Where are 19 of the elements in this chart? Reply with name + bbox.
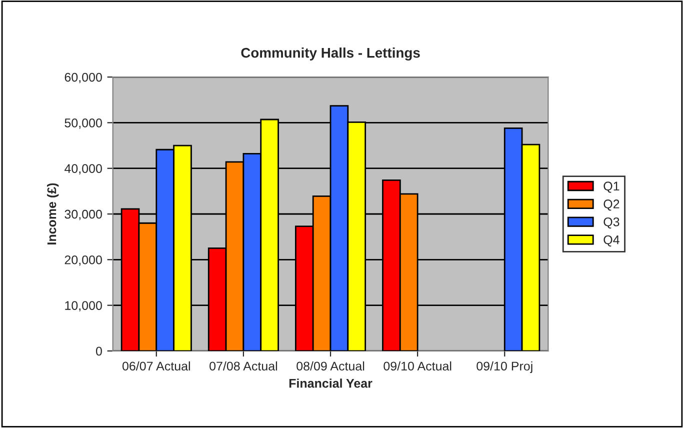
legend-label: Q4: [604, 235, 620, 246]
y-axis-title: Income (£): [47, 183, 59, 244]
x-axis-title: Financial Year: [289, 378, 372, 388]
x-tick-label: 09/10 Proj: [476, 361, 532, 374]
x-tick-label: 09/10 Actual: [384, 361, 452, 371]
x-tick-label: 08/09 Actual: [296, 361, 364, 371]
chart-title: Community Halls - Lettings: [241, 48, 420, 61]
y-tick-label: 10,000: [65, 301, 102, 312]
y-tick-label: 20,000: [64, 255, 102, 266]
y-tick-label: 40,000: [64, 164, 102, 174]
legend-label: Q1: [604, 182, 620, 193]
legend-label: Q2: [604, 200, 620, 211]
x-tick-label: 07/08 Actual: [210, 361, 278, 371]
x-tick-label: 06/07 Actual: [122, 361, 190, 371]
y-tick-label: 30,000: [64, 210, 102, 220]
legend-label: Q3: [604, 217, 620, 229]
y-tick-label: 60,000: [64, 72, 102, 84]
y-tick-label: 0: [96, 346, 102, 356]
y-tick-label: 50,000: [64, 118, 102, 129]
